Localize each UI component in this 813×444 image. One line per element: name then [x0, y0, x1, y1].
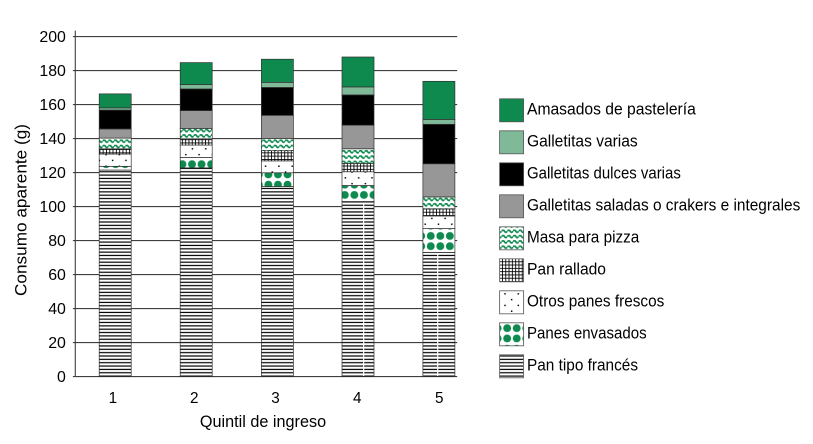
svg-text:3: 3: [271, 390, 280, 407]
svg-text:4: 4: [353, 390, 362, 407]
svg-text:180: 180: [39, 63, 66, 80]
svg-text:Pan rallado: Pan rallado: [527, 260, 606, 279]
svg-text:Otros panes frescos: Otros panes frescos: [527, 292, 664, 311]
svg-text:60: 60: [48, 267, 66, 284]
svg-text:40: 40: [48, 301, 66, 318]
svg-text:5: 5: [435, 390, 444, 407]
svg-text:140: 140: [39, 131, 66, 148]
svg-text:Pan tipo francés: Pan tipo francés: [527, 356, 638, 375]
svg-text:200: 200: [39, 29, 66, 46]
svg-text:Galletitas dulces varias: Galletitas dulces varias: [527, 164, 681, 183]
svg-text:120: 120: [39, 165, 66, 182]
svg-text:Panes envasados: Panes envasados: [527, 324, 647, 343]
svg-text:1: 1: [109, 390, 118, 407]
svg-text:2: 2: [190, 390, 199, 407]
svg-text:Masa para pizza: Masa para pizza: [527, 228, 640, 247]
svg-text:20: 20: [48, 335, 66, 352]
svg-text:160: 160: [39, 97, 66, 114]
svg-text:0: 0: [57, 369, 66, 386]
svg-text:Galletitas saladas o crakers e: Galletitas saladas o crakers e integrale…: [527, 196, 800, 215]
svg-text:100: 100: [39, 199, 66, 216]
svg-text:Consumo aparente (g): Consumo aparente (g): [12, 124, 31, 296]
svg-text:Galletitas varias: Galletitas varias: [527, 132, 638, 151]
svg-text:80: 80: [48, 233, 66, 250]
svg-text:Amasados de pastelería: Amasados de pastelería: [527, 100, 697, 119]
svg-text:Quintil de ingreso: Quintil de ingreso: [200, 412, 326, 431]
